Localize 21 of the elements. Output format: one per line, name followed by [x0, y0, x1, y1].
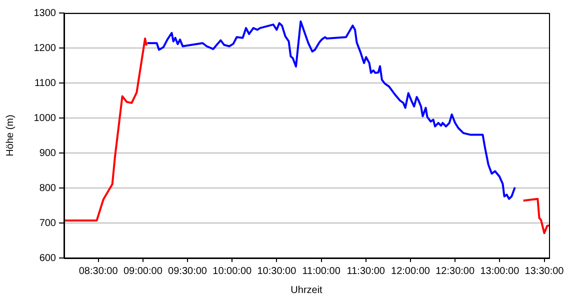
y-tick-label: 1000 [34, 112, 56, 124]
y-tick-label: 900 [39, 148, 56, 159]
y-tick-label: 1300 [34, 8, 56, 19]
y-tick-label: 1100 [34, 78, 56, 89]
x-tick-label: 10:30:00 [257, 266, 297, 277]
y-tick-label: 700 [39, 218, 56, 229]
x-tick-label: 10:00:00 [212, 266, 252, 277]
y-tick-label: 1200 [34, 42, 56, 54]
x-tick-label: 09:00:00 [123, 266, 163, 277]
y-tick-label: 600 [39, 252, 56, 264]
x-tick-label: 12:00:00 [391, 266, 430, 277]
x-tick-label: 09:30:00 [168, 266, 208, 277]
x-tick-label: 13:30:00 [524, 266, 564, 277]
y-axis-title: Höhe (m) [4, 114, 16, 156]
x-tick-label: 13:00:00 [480, 266, 520, 277]
x-tick-label: 11:30:00 [346, 266, 386, 277]
y-tick-label: 800 [39, 182, 56, 194]
x-axis-title: Uhrzeit [290, 284, 323, 296]
x-tick-label: 12:30:00 [436, 266, 475, 277]
x-tick-label: 11:00:00 [302, 266, 341, 277]
x-tick-label: 08:30:00 [78, 266, 118, 277]
